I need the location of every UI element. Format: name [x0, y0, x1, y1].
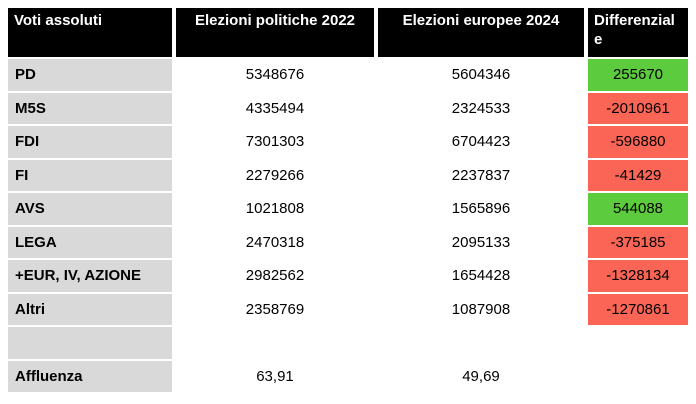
table-row-pd: PD 5348676 5604346 255670 [8, 59, 688, 91]
row-label-cell: PD [8, 59, 172, 91]
value-cell-2022: 5348676 [176, 59, 374, 91]
table-row-eur-iv-azione: +EUR, IV, AZIONE 2982562 1654428 -132813… [8, 260, 688, 292]
row-label-cell [8, 327, 172, 359]
value-cell-2024: 2237837 [378, 159, 584, 191]
diff-cell: 255670 [588, 59, 688, 91]
row-label-cell: FDI [8, 126, 172, 158]
row-label-cell: M5S [8, 92, 172, 124]
value-cell-2022: 2982562 [176, 260, 374, 292]
diff-cell: 544088 [588, 193, 688, 225]
row-label-cell: +EUR, IV, AZIONE [8, 260, 172, 292]
value-cell-2024: 49,69 [378, 360, 584, 392]
value-cell-2024: 2095133 [378, 226, 584, 258]
header-row: Voti assoluti Elezioni politiche 2022 El… [8, 8, 688, 57]
diff-cell: -596880 [588, 126, 688, 158]
diff-cell [588, 327, 688, 359]
value-cell-2022: 2358769 [176, 293, 374, 325]
row-label-cell: LEGA [8, 226, 172, 258]
value-cell-2022: 7301303 [176, 126, 374, 158]
table-row-lega: LEGA 2470318 2095133 -375185 [8, 226, 688, 258]
value-cell-2022 [176, 327, 374, 359]
col-header-voti-assoluti: Voti assoluti [8, 8, 172, 57]
value-cell-2022: 1021808 [176, 193, 374, 225]
table-row-avs: AVS 1021808 1565896 544088 [8, 193, 688, 225]
value-cell-2024: 5604346 [378, 59, 584, 91]
value-cell-2024: 1087908 [378, 293, 584, 325]
value-cell-2024 [378, 327, 584, 359]
table-row-spacer [8, 327, 688, 359]
diff-cell: -375185 [588, 226, 688, 258]
row-label-cell: Affluenza [8, 360, 172, 392]
diff-cell: -2010961 [588, 92, 688, 124]
value-cell-2022: 2279266 [176, 159, 374, 191]
value-cell-2024: 1565896 [378, 193, 584, 225]
value-cell-2022: 4335494 [176, 92, 374, 124]
election-results-table: Voti assoluti Elezioni politiche 2022 El… [4, 6, 692, 394]
col-header-differenziale: Differenziale [588, 8, 688, 57]
diff-cell: -41429 [588, 159, 688, 191]
diff-cell: -1270861 [588, 293, 688, 325]
table-row-affluenza: Affluenza 63,91 49,69 [8, 360, 688, 392]
table-row-altri: Altri 2358769 1087908 -1270861 [8, 293, 688, 325]
value-cell-2024: 2324533 [378, 92, 584, 124]
value-cell-2024: 1654428 [378, 260, 584, 292]
row-label-cell: FI [8, 159, 172, 191]
diff-cell: -1328134 [588, 260, 688, 292]
value-cell-2022: 2470318 [176, 226, 374, 258]
table-row-fdi: FDI 7301303 6704423 -596880 [8, 126, 688, 158]
col-header-elezioni-europee-2024: Elezioni europee 2024 [378, 8, 584, 57]
table-row-m5s: M5S 4335494 2324533 -2010961 [8, 92, 688, 124]
value-cell-2022: 63,91 [176, 360, 374, 392]
diff-cell [588, 360, 688, 392]
table-row-fi: FI 2279266 2237837 -41429 [8, 159, 688, 191]
row-label-cell: AVS [8, 193, 172, 225]
col-header-elezioni-politiche-2022: Elezioni politiche 2022 [176, 8, 374, 57]
value-cell-2024: 6704423 [378, 126, 584, 158]
row-label-cell: Altri [8, 293, 172, 325]
